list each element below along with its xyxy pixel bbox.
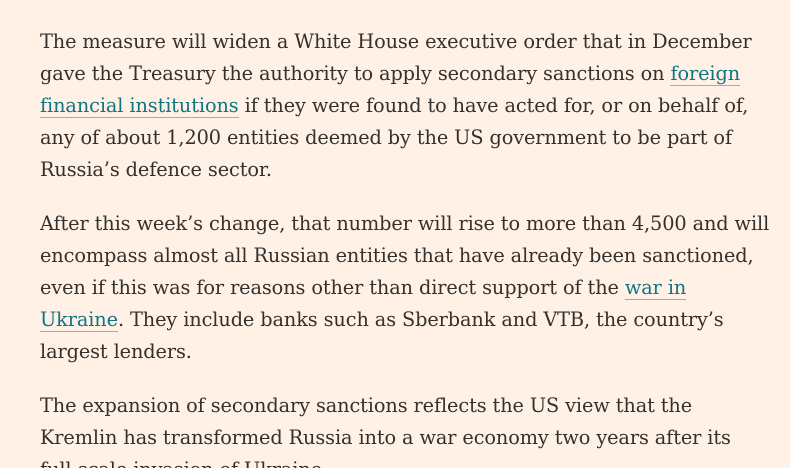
- paragraph-2-text-after: . They include banks such as Sberbank an…: [40, 308, 724, 363]
- link-war-in-ukraine[interactable]: war in Ukraine: [40, 276, 687, 332]
- paragraph-1-text-after: if they were found to have acted for, or…: [40, 94, 749, 181]
- paragraph-2-text-before: After this week’s change, that number wi…: [40, 212, 770, 299]
- paragraph-3: The expansion of secondary sanctions ref…: [40, 394, 731, 468]
- paragraph-1: The measure will widen a White House exe…: [40, 26, 770, 186]
- paragraph-1-text-before: The measure will widen a White House exe…: [40, 30, 752, 85]
- paragraph-2: After this week’s change, that number wi…: [40, 208, 770, 368]
- link-foreign-financial-institutions[interactable]: foreign financial institutions: [40, 62, 741, 118]
